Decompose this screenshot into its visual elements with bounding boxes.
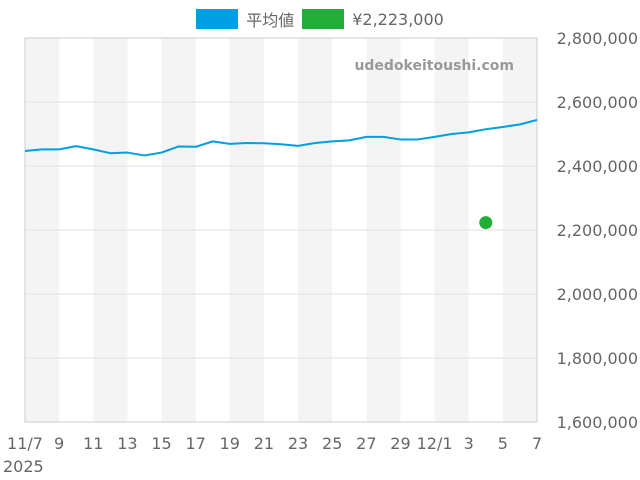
x-tick-label: 11 [83, 434, 103, 453]
x-tick-label: 19 [220, 434, 240, 453]
x-tick-label: 27 [356, 434, 376, 453]
y-tick-label: 2,400,000 [557, 157, 638, 176]
y-tick-labels: 1,600,000 1,800,000 2,000,000 2,200,000 2,40… [557, 29, 638, 432]
x-tick-label: 3 [464, 434, 474, 453]
x-tick-label: 7 [532, 434, 542, 453]
legend-label-price: ¥2,223,000 [352, 9, 444, 29]
legend-item-price[interactable]: ¥2,223,000 [302, 9, 444, 29]
y-tick-label: 2,000,000 [557, 285, 638, 304]
y-tick-label: 1,600,000 [557, 413, 638, 432]
legend-swatch-price [302, 9, 345, 29]
y-tick-label: 2,200,000 [557, 221, 638, 240]
y-tick-label: 1,800,000 [557, 349, 638, 368]
legend-item-average[interactable]: 平均値 [196, 7, 294, 31]
x-tick-label: 5 [498, 434, 508, 453]
y-tick-label: 2,800,000 [557, 29, 638, 48]
legend-swatch-average [196, 9, 239, 29]
x-tick-label: 15 [151, 434, 171, 453]
y-tick-label: 2,600,000 [557, 93, 638, 112]
data-point-price[interactable] [479, 216, 493, 230]
legend: 平均値 ¥2,223,000 [0, 8, 640, 30]
series-line-average [24, 118, 538, 157]
x-tick-label: 9 [54, 434, 64, 453]
x-tick-label: 11/7 [7, 434, 43, 453]
x-tick-labels: 11/7 9 11 13 15 17 19 21 23 25 27 29 12/1 3 5 7 [7, 434, 542, 453]
x-tick-label: 29 [390, 434, 410, 453]
watermark: udedokeitoushi.com [354, 58, 514, 74]
series-layer [24, 118, 538, 230]
x-tick-label: 12/1 [417, 434, 453, 453]
year-label: 2025 [3, 457, 44, 476]
plot-frame [24, 37, 538, 423]
x-tick-label: 13 [117, 434, 137, 453]
x-tick-label: 25 [322, 434, 342, 453]
x-tick-label: 21 [254, 434, 274, 453]
legend-label-average: 平均値 [246, 11, 295, 30]
x-tick-label: 23 [288, 434, 308, 453]
x-tick-label: 17 [185, 434, 205, 453]
